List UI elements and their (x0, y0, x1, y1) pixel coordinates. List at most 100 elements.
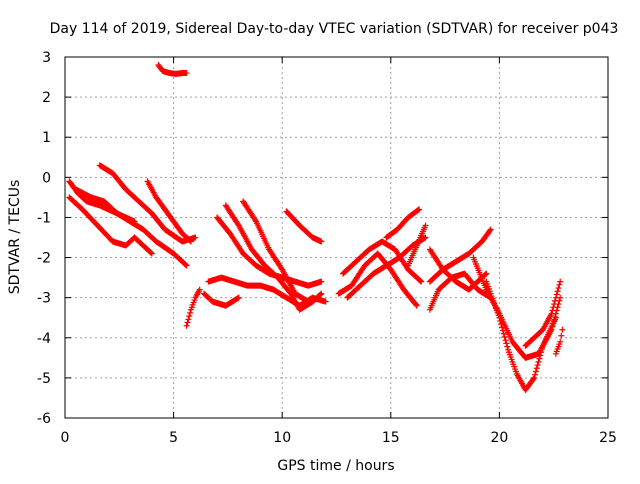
series-arc-10 (222, 202, 325, 313)
data-point (554, 288, 561, 295)
data-point (538, 346, 545, 353)
y-tick-label: 2 (42, 90, 51, 106)
data-point (235, 294, 242, 301)
data-point (536, 355, 543, 362)
data-point (422, 222, 429, 229)
data-point (417, 277, 424, 284)
series-arc-15 (340, 238, 425, 285)
data-point (537, 352, 544, 359)
data-point (499, 324, 506, 331)
y-tick-label: -4 (37, 331, 51, 347)
grid-layer (65, 57, 608, 418)
data-point (305, 298, 312, 305)
data-point (552, 314, 559, 321)
data-point (183, 322, 190, 329)
data-point (553, 291, 560, 298)
data-point (483, 270, 490, 277)
x-axis-label: GPS time / hours (277, 458, 394, 474)
x-tick-label: 20 (490, 430, 508, 446)
data-point (557, 338, 564, 345)
data-point (552, 294, 559, 301)
data-point (183, 70, 190, 77)
data-point (487, 226, 494, 233)
data-point (532, 368, 539, 375)
data-point (182, 261, 189, 268)
data-point (550, 304, 557, 311)
y-tick-label: -5 (37, 371, 51, 387)
x-tick-label: 5 (169, 430, 178, 446)
series-arc-25 (552, 326, 566, 357)
data-point (486, 227, 493, 234)
x-tick-label: 25 (599, 430, 617, 446)
series-arc-12 (283, 208, 325, 245)
data-point (558, 332, 565, 339)
data-point (322, 298, 329, 305)
data-point (187, 309, 194, 316)
data-point (499, 327, 506, 334)
y-tick-label: 3 (42, 50, 51, 66)
data-point (318, 290, 325, 297)
data-point (187, 238, 194, 245)
series-arc-11 (240, 198, 312, 305)
data-point (533, 365, 540, 372)
data-point (497, 317, 504, 324)
data-point (549, 307, 556, 314)
data-point (416, 206, 423, 213)
y-tick-label: 0 (42, 170, 51, 186)
series-arc-18 (405, 222, 429, 269)
data-point (504, 343, 511, 350)
data-point (148, 250, 155, 257)
data-point (413, 302, 420, 309)
data-point (498, 321, 505, 328)
data-point (192, 234, 199, 241)
data-point (418, 278, 425, 285)
y-tick-label: -6 (37, 411, 51, 427)
y-tick-label: 1 (42, 130, 51, 146)
data-point (252, 217, 259, 224)
x-tick-label: 0 (61, 430, 70, 446)
data-point (556, 281, 563, 288)
data-point (551, 301, 558, 308)
series-arc-6 (155, 62, 190, 77)
data-point (557, 278, 564, 285)
data-point (318, 238, 325, 245)
data-point (185, 316, 192, 323)
data-point (482, 271, 489, 278)
data-point (186, 313, 193, 320)
data-point (531, 374, 538, 381)
marks-layer (66, 62, 566, 393)
data-point (535, 358, 542, 365)
series-arc-19 (426, 226, 494, 285)
series-arc-21 (426, 270, 494, 313)
series-arc-4 (96, 162, 199, 245)
data-point (530, 376, 537, 383)
data-point (559, 326, 566, 333)
data-point (503, 340, 510, 347)
data-point (415, 207, 422, 214)
data-point (501, 333, 508, 340)
series-arc-7 (183, 286, 203, 329)
data-point (552, 297, 559, 304)
y-axis-label: SDTVAR / TECUs (7, 180, 23, 295)
y-tick-label: -1 (37, 210, 51, 226)
data-point (534, 362, 541, 369)
data-point (183, 262, 190, 269)
series-arc-24 (522, 278, 564, 349)
y-tick-label: -2 (37, 251, 51, 267)
data-point (412, 301, 419, 308)
series-arc-23 (483, 278, 559, 393)
series-arc-17 (383, 206, 423, 241)
series-arc-5 (144, 178, 194, 245)
series-arc-3 (72, 186, 190, 269)
plot-frame (64, 56, 609, 419)
data-point (538, 349, 545, 356)
data-point (500, 330, 507, 337)
series-arc-1 (66, 194, 155, 257)
data-point (196, 286, 203, 293)
x-tick-label: 15 (382, 430, 400, 446)
x-tick-label: 10 (273, 430, 291, 446)
data-point (496, 314, 503, 321)
